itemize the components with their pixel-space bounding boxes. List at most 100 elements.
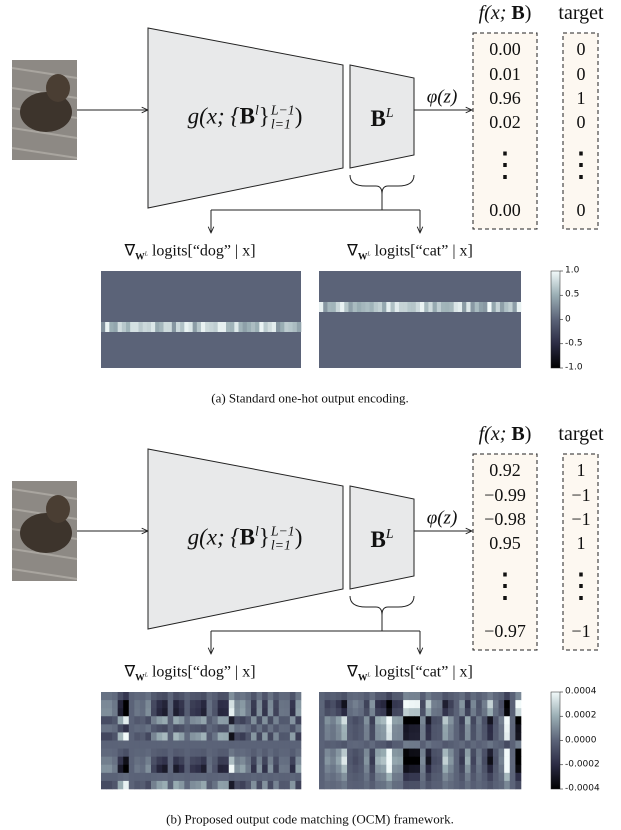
heatmap-cell (414, 757, 420, 765)
heatmap-cell (510, 716, 516, 724)
heatmap-cell (162, 732, 168, 740)
heatmap-cell (392, 773, 398, 781)
network-label: g(x; {Bl}L−1l=1) (188, 104, 303, 133)
heatmap-cell (284, 700, 290, 708)
heatmap-cell (330, 757, 336, 765)
heatmap-cell (212, 741, 218, 749)
heatmap-cell (381, 716, 387, 724)
heatmap-cell (414, 741, 420, 749)
heatmap-cell (214, 322, 218, 332)
heatmap-cell (459, 716, 465, 724)
heatmap-cell (262, 741, 268, 749)
heatmap-cell (487, 757, 493, 765)
heatmap-cell (454, 765, 460, 773)
heatmap-cell (101, 700, 107, 708)
heatmap-cell (510, 708, 516, 716)
heatmap-cell (234, 724, 240, 732)
colorbar-label: 0.0000 (565, 736, 597, 745)
heatmap-cell (319, 700, 325, 708)
heatmap-cell (130, 322, 134, 332)
math-sup: L (386, 526, 394, 541)
heatmap-cell (493, 692, 499, 700)
heatmap-cell (482, 692, 488, 700)
heatmap-cell (382, 302, 387, 312)
heatmap-cell (347, 741, 353, 749)
heatmap-cell (386, 708, 392, 716)
heatmap-cell (262, 749, 268, 757)
heatmap-cell (279, 724, 285, 732)
heatmap-cell (259, 322, 263, 332)
heatmap-cell (437, 724, 443, 732)
heatmap-cell (212, 724, 218, 732)
heatmap-cell (229, 700, 235, 708)
heatmap-cell (448, 781, 454, 789)
heatmap-cell (193, 322, 197, 332)
heatmap-cell (195, 708, 201, 716)
heatmap-cell (409, 700, 415, 708)
output-value: 0.00 (489, 201, 521, 219)
heatmap-cell (454, 724, 460, 732)
heatmap-cell (212, 700, 218, 708)
heatmap-cell (375, 749, 381, 757)
heatmap-cell (173, 757, 179, 765)
heatmap-cell (476, 700, 482, 708)
heatmap-cell (358, 781, 364, 789)
target-header: target (558, 424, 603, 444)
heatmap-cell (454, 700, 460, 708)
heatmap-cell (341, 757, 347, 765)
heatmap-cell (448, 757, 454, 765)
heatmap-cell (476, 741, 482, 749)
heatmap-cell (431, 708, 437, 716)
heatmap-cell (190, 716, 196, 724)
heatmap-cell (482, 765, 488, 773)
heatmap-cell (162, 773, 168, 781)
heatmap-cell (483, 302, 488, 312)
heatmap-cell (262, 708, 268, 716)
heatmap-cell (190, 700, 196, 708)
heatmap-cell (184, 749, 190, 757)
heatmap-cell (145, 716, 151, 724)
heatmap-cell (375, 708, 381, 716)
heatmap-cell (129, 692, 135, 700)
heatmap-cell (118, 700, 124, 708)
heatmap-cell (358, 732, 364, 740)
heatmap-cell (426, 741, 432, 749)
heatmap-cell (257, 700, 263, 708)
heatmap-cell (392, 741, 398, 749)
figure: 1.00.50-0.5-1.0f(x; B)targetg(x; {Bl}L−1… (0, 0, 621, 830)
heatmap-cell (357, 302, 362, 312)
heatmap-cell (123, 716, 129, 724)
heatmap-cell (105, 322, 109, 332)
heatmap-cell (471, 700, 477, 708)
heatmap-cell (173, 716, 179, 724)
heatmap-cell (257, 692, 263, 700)
heatmap-cell (162, 749, 168, 757)
heatmap-cell (107, 716, 113, 724)
heatmap-cell (364, 708, 370, 716)
heatmap-cell (184, 773, 190, 781)
heatmap-cell (184, 724, 190, 732)
heatmap-cell (319, 765, 325, 773)
heatmap-cell (493, 781, 499, 789)
heatmap-cell (454, 781, 460, 789)
target-value: 0 (577, 65, 586, 83)
heatmap-cell (482, 716, 488, 724)
heatmap-cell (157, 708, 163, 716)
heatmap-cell (420, 741, 426, 749)
heatmap-cell (487, 781, 493, 789)
heatmap-cell (428, 302, 433, 312)
heatmap-cell (414, 724, 420, 732)
heatmap-cell (201, 741, 207, 749)
heatmap-cell (280, 322, 284, 332)
heatmap-cell (504, 765, 510, 773)
heatmap-cell (229, 724, 235, 732)
heatmap-cell (323, 302, 328, 312)
math-bold: B (511, 2, 524, 24)
heatmap-cell (123, 700, 129, 708)
heatmap-cell (487, 724, 493, 732)
heatmap-cell (229, 773, 235, 781)
heatmap-cell (151, 781, 157, 789)
heatmap-cell (426, 724, 432, 732)
heatmap-cell (140, 765, 146, 773)
heatmap-cell (129, 765, 135, 773)
